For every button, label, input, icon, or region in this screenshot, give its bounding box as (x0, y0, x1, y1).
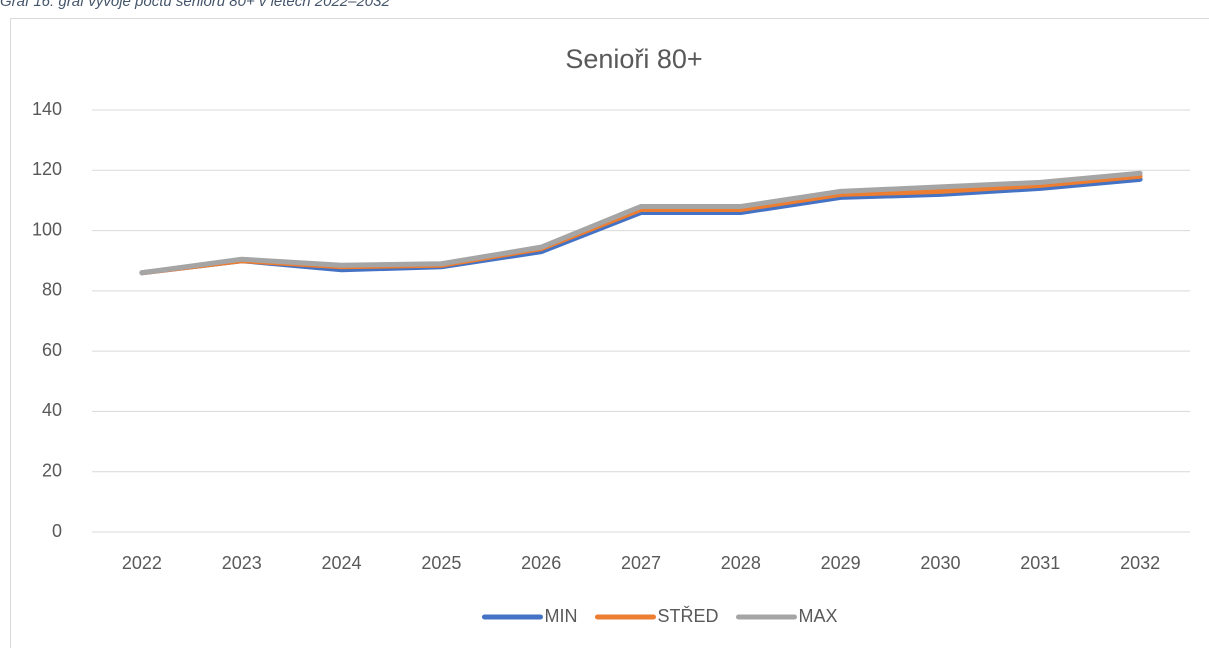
chart-border (10, 18, 1209, 648)
y-tick-label: 140 (32, 99, 62, 119)
y-tick-label: 20 (42, 460, 62, 480)
x-tick-label: 2029 (821, 553, 861, 573)
series-line (139, 170, 1143, 276)
y-tick-label: 0 (52, 521, 62, 541)
legend-label: MAX (799, 606, 838, 626)
x-tick-label: 2023 (222, 553, 262, 573)
chart-title: Senioři 80+ (565, 44, 702, 74)
x-tick-label: 2031 (1020, 553, 1060, 573)
legend-label: STŘED (657, 606, 718, 626)
x-tick-label: 2030 (920, 553, 960, 573)
y-tick-label: 120 (32, 159, 62, 179)
x-tick-label: 2028 (721, 553, 761, 573)
y-tick-label: 80 (42, 280, 62, 300)
series-line (139, 173, 1143, 276)
x-tick-label: 2024 (322, 553, 362, 573)
y-tick-label: 60 (42, 340, 62, 360)
x-tick-label: 2032 (1120, 553, 1160, 573)
series-line (139, 176, 1143, 276)
x-tick-label: 2027 (621, 553, 661, 573)
x-tick-label: 2025 (421, 553, 461, 573)
y-tick-label: 100 (32, 219, 62, 239)
x-tick-label: 2026 (521, 553, 561, 573)
y-tick-label: 40 (42, 400, 62, 420)
legend-label: MIN (544, 606, 577, 626)
caption: Graf 16: graf vývoje počtu seniorů 80+ v… (0, 0, 390, 10)
x-tick-label: 2022 (122, 553, 162, 573)
